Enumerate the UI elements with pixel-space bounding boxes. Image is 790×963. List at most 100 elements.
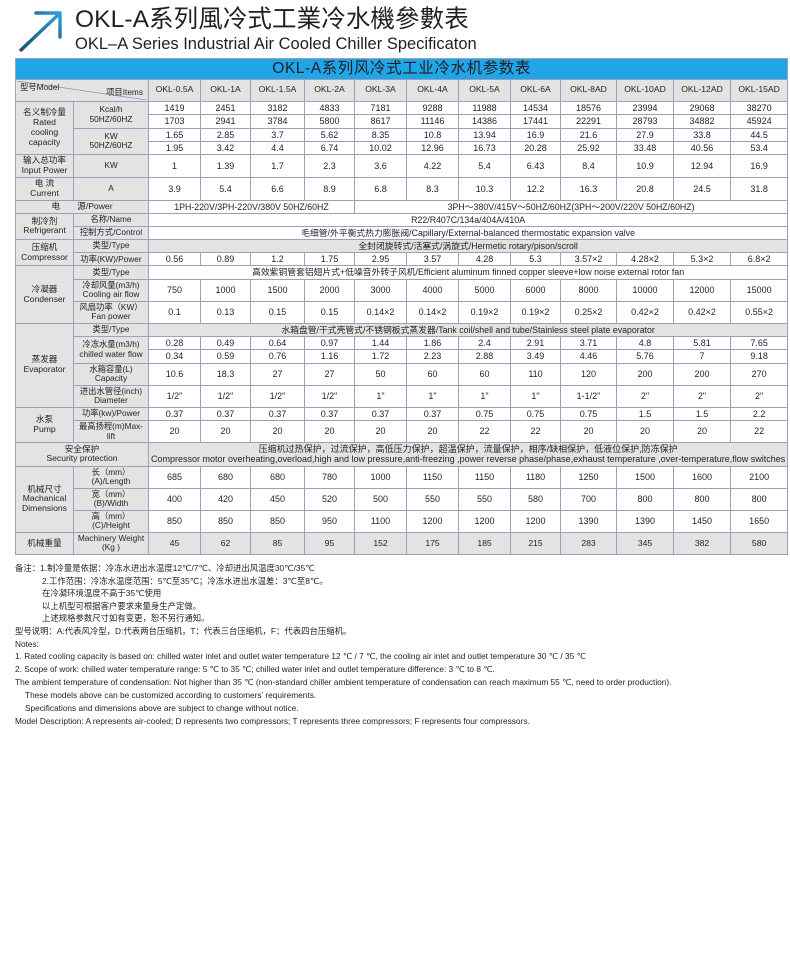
- document-header: OKL-A系列風冷式工業冷水機參數表 OKL–A Series Industri…: [15, 0, 775, 58]
- cell-max-lift-1: 20: [200, 419, 251, 444]
- cell-height-3: 950: [304, 509, 355, 533]
- model-header-1: OKL-1A: [200, 78, 251, 102]
- item-kcal-freq: 50HZ/60HZ: [89, 113, 133, 124]
- cell-pipe-4: 1": [354, 384, 407, 408]
- cell-input-power-5: 4.22: [406, 154, 459, 178]
- cell-height-9: 1390: [616, 509, 674, 533]
- item-label-tank-capacity: 水箱容量(L) Capacity: [73, 362, 149, 386]
- group-label-security: 安全保护 Security protection: [15, 442, 149, 467]
- row-compressor-type: 压缩机 Compressor 类型/Type 全封闭旋转式/活塞式/涡旋式/He…: [15, 239, 789, 267]
- cell-length-7: 1180: [510, 465, 561, 489]
- cell-comp-power-7: 5.3: [510, 252, 561, 267]
- item-label-kw: KW 50HZ/60HZ: [73, 127, 149, 156]
- cell-kw60-1: 3.42: [200, 140, 251, 156]
- cell-pump-power-10: 1.5: [673, 406, 731, 421]
- cell-fan-power-0: 0.1: [148, 300, 201, 324]
- cell-input-power-6: 5.4: [458, 154, 511, 178]
- group-label-en-1: Rated: [33, 117, 56, 128]
- cell-pump-power-1: 0.37: [200, 406, 251, 421]
- cell-comp-power-8: 3.57×2: [560, 252, 617, 267]
- row-pump-power: 水泵 Pump 功率(kw)/Power 0.37 0.37 0.37 0.37…: [15, 406, 789, 444]
- cell-fan-power-2: 0.15: [250, 300, 305, 324]
- cell-chilled-a-0: 0.28: [148, 335, 201, 351]
- item-chilled-flow-en: chilled water flow: [79, 348, 143, 359]
- cell-fan-power-11: 0.55×2: [729, 300, 789, 324]
- model-header-4: OKL-3A: [354, 78, 407, 102]
- cell-kcal50-3: 4833: [304, 100, 355, 116]
- cell-width-4: 500: [354, 487, 407, 511]
- page-title-en: OKL–A Series Industrial Air Cooled Chill…: [75, 35, 477, 53]
- cell-kcal50-7: 14534: [510, 100, 561, 116]
- model-header-8: OKL-8AD: [560, 78, 617, 102]
- cell-fan-power-6: 0.19×2: [458, 300, 511, 324]
- cell-kcal60-4: 8617: [354, 114, 407, 129]
- item-label-cooling-air-flow: 冷却风量(m3/h) Cooling air flow: [73, 278, 149, 302]
- cell-input-power-1: 1.39: [200, 154, 251, 178]
- group-input-power-en: Input Power: [21, 165, 68, 176]
- note-cn-1: 备注：1.制冷量是依据：冷冻水进出水温度12℃/7℃、冷却进出风温度30℃/35…: [15, 562, 315, 573]
- cell-current-5: 8.3: [406, 176, 459, 201]
- cell-weight-8: 283: [560, 531, 617, 555]
- cell-input-power-0: 1: [148, 154, 201, 178]
- group-label-compressor: 压缩机 Compressor: [15, 239, 74, 267]
- cell-max-lift-7: 22: [510, 419, 561, 444]
- note-cn-3: 在冷凝环境温度不高于35℃使用: [42, 588, 162, 599]
- cell-current-2: 6.6: [250, 176, 305, 201]
- cell-chilled-b-11: 9.18: [729, 349, 789, 364]
- page-root: OKL-A系列風冷式工業冷水機參數表 OKL–A Series Industri…: [14, 0, 789, 728]
- cell-max-lift-9: 20: [616, 419, 674, 444]
- cell-refrigerant-name: R22/R407C/134a/404A/410A: [147, 212, 789, 227]
- group-dimensions-en-1: Machanical: [22, 493, 67, 504]
- cell-weight-11: 580: [729, 531, 789, 555]
- cell-power-supply-left: 1PH-220V/3PH-220V/380V 50HZ/60HZ: [148, 199, 355, 214]
- group-dimensions-cn: 机械尺寸: [27, 483, 62, 494]
- notes-section: 备注：1.制冷量是依据：冷冻水进出水温度12℃/7℃、冷却进出风温度30℃/35…: [15, 555, 775, 728]
- cell-kcal50-2: 3182: [250, 100, 305, 116]
- row-kw-60hz: 1.95 3.42 4.4 6.74 10.02 12.96 16.73 20.…: [16, 140, 789, 156]
- row-kw-50hz: KW 50HZ/60HZ 1.65 2.85 3.7 5.62 8.35 10.…: [16, 127, 789, 156]
- security-text-en: Compressor motor overheating,overload,hi…: [150, 454, 786, 465]
- cell-tank-3: 27: [304, 362, 355, 386]
- cell-chilled-a-5: 1.86: [406, 335, 459, 351]
- row-fan-power: 风扇功率（KW） Fan power 0.1 0.13 0.15 0.15 0.…: [16, 300, 789, 324]
- item-label-length: 长（mm）(A)/Length: [73, 465, 149, 489]
- item-fan-power-cn: 风扇功率（KW）: [79, 301, 143, 312]
- cell-kcal60-11: 45924: [729, 114, 789, 129]
- cell-height-2: 850: [250, 509, 305, 533]
- cell-kcal50-5: 9288: [406, 100, 459, 116]
- group-label-rated-cooling: 名义制冷量 Rated cooling capacity: [15, 100, 74, 156]
- cell-input-power-11: 16.9: [729, 154, 789, 178]
- cell-width-6: 550: [458, 487, 511, 511]
- cell-chilled-a-9: 4.8: [616, 335, 674, 351]
- cell-kw60-7: 20.28: [510, 140, 561, 156]
- security-text-cn: 压缩机过热保护，过流保护，高低压力保护，超温保护，流量保护，相序/缺相保护，低液…: [258, 444, 678, 455]
- group-evaporator-cn: 蒸发器: [31, 354, 58, 365]
- cell-kcal60-8: 22291: [560, 114, 617, 129]
- cell-pipe-8: 1-1/2": [560, 384, 617, 408]
- item-label-width: 宽（mm）(B)/Width: [73, 487, 149, 511]
- row-pipe-diameter: 进出水管径(inch) Diameter 1/2" 1/2" 1/2" 1/2"…: [16, 384, 789, 408]
- cell-current-11: 31.8: [729, 176, 789, 201]
- item-pipe-dia-en: Diameter: [94, 395, 128, 406]
- cell-kw60-8: 25.92: [560, 140, 617, 156]
- group-label-power-supply: 电 源/Power: [15, 199, 149, 214]
- item-chilled-flow-cn: 冷冻水量(m3/h): [82, 339, 140, 350]
- cell-kw60-6: 16.73: [458, 140, 511, 156]
- item-tank-cap-cn: 水箱容量(L): [89, 363, 133, 374]
- cell-pump-power-2: 0.37: [250, 406, 305, 421]
- page-title-cn: OKL-A系列風冷式工業冷水機參數表: [75, 6, 469, 33]
- cell-tank-10: 200: [673, 362, 731, 386]
- title-group: OKL-A系列風冷式工業冷水機參數表 OKL–A Series Industri…: [71, 6, 477, 54]
- note-cn-2: 2.工作范围：冷冻水温度范围：5℃至35℃；冷冻水进出水温差：3℃至8℃。: [42, 575, 328, 586]
- row-compressor-power: 功率(KW)/Power 0.56 0.89 1.2 1.75 2.95 3.5…: [16, 252, 789, 267]
- cell-kw50-6: 13.94: [458, 127, 511, 142]
- row-kcal-50hz: 名义制冷量 Rated cooling capacity Kcal/h 50HZ…: [15, 100, 789, 156]
- item-label-refrigerant-name: 名称/Name: [73, 212, 149, 227]
- cell-kcal50-1: 2451: [200, 100, 251, 116]
- cell-height-4: 1100: [354, 509, 407, 533]
- cell-chilled-b-0: 0.34: [148, 349, 201, 364]
- group-label-condenser: 冷凝器 Condenser: [15, 265, 74, 324]
- cell-max-lift-8: 20: [560, 419, 617, 444]
- cell-pipe-7: 1": [510, 384, 561, 408]
- item-weight-en-2: (Kg ): [102, 542, 120, 553]
